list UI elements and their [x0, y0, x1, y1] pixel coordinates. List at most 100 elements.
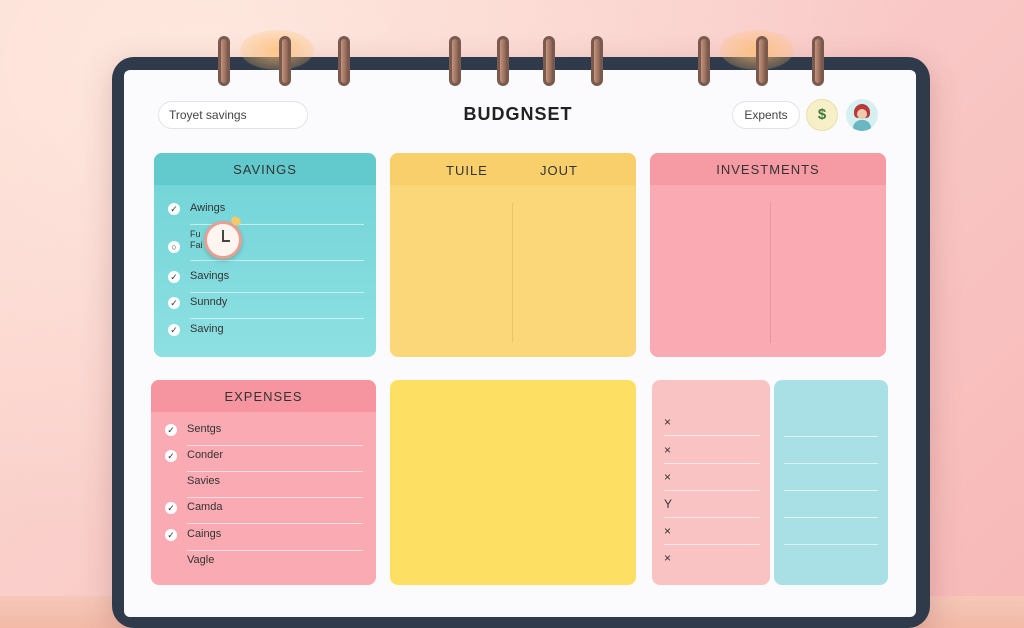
page-title: BUDGNSET	[463, 104, 573, 124]
row-divider	[190, 318, 364, 319]
item-label: Savings	[190, 270, 230, 282]
investments-title: INVESTMENTS	[650, 153, 886, 185]
check-icon: ✓	[165, 450, 177, 462]
clock-hand	[222, 230, 224, 241]
coin-icon[interactable]: $	[806, 99, 838, 131]
binder-ring	[338, 36, 350, 86]
avatar-face	[857, 109, 867, 119]
clock-icon	[204, 214, 243, 259]
list-item[interactable]: ✓ Savings	[168, 267, 364, 293]
savings-title: SAVINGS	[154, 153, 376, 185]
check-icon: ✓	[168, 203, 180, 215]
investments-card: INVESTMENTS	[650, 153, 886, 357]
binder-ring	[698, 36, 710, 86]
mark-row[interactable]: ×	[664, 546, 760, 572]
list-item[interactable]: Savies	[165, 472, 363, 498]
row-divider	[664, 435, 760, 436]
list-item[interactable]: ✓ Awings	[168, 199, 364, 225]
expents-button[interactable]: Expents	[732, 101, 800, 129]
row-divider	[664, 544, 760, 545]
row-divider	[187, 445, 363, 446]
list-item[interactable]: ✓ Caings	[165, 525, 363, 551]
ring-glow	[240, 30, 314, 70]
note-line	[784, 490, 878, 491]
yellow-note	[390, 380, 636, 585]
mark: Y	[664, 497, 673, 511]
column-divider	[770, 203, 771, 343]
avatar-body	[853, 120, 871, 131]
mark-row[interactable]: ×	[664, 465, 760, 491]
binder-ring	[591, 36, 603, 86]
item-label: Fai	[190, 240, 203, 250]
blue-note	[774, 380, 888, 585]
row-divider	[187, 471, 363, 472]
item-label: Fu	[190, 229, 201, 239]
item-label: Vagle	[187, 554, 215, 566]
jout-title: JOUT	[540, 163, 578, 178]
expenses-title: EXPENSES	[151, 380, 376, 412]
mark: ×	[664, 524, 672, 538]
item-label: Awings	[190, 202, 226, 214]
item-label: Camda	[187, 501, 223, 513]
row-divider	[190, 292, 364, 293]
mark: ×	[664, 443, 672, 457]
note-line	[784, 517, 878, 518]
list-item[interactable]: ✓ Saving	[168, 320, 364, 346]
row-divider	[664, 463, 760, 464]
note-line	[784, 544, 878, 545]
row-divider	[664, 517, 760, 518]
list-item[interactable]: Vagle	[165, 551, 363, 577]
check-icon: ✓	[168, 271, 180, 283]
column-divider	[512, 203, 513, 343]
check-icon: ○	[168, 241, 180, 253]
row-divider	[187, 497, 363, 498]
binder-ring	[279, 36, 291, 86]
row-divider	[190, 224, 364, 225]
binder-ring	[449, 36, 461, 86]
item-label: Saving	[190, 323, 224, 335]
item-label: Conder	[187, 449, 224, 461]
list-item[interactable]: ○ Fai	[168, 239, 364, 261]
mark-row[interactable]: ×	[664, 410, 760, 436]
list-item[interactable]: ✓ Sunndy	[168, 293, 364, 319]
binder-ring	[756, 36, 768, 86]
item-label: Caings	[187, 528, 222, 540]
avatar[interactable]	[846, 99, 878, 131]
binder-ring	[218, 36, 230, 86]
clock-hand	[222, 240, 230, 242]
note-line	[784, 436, 878, 437]
marks-list: × × × Y × ×	[652, 380, 770, 585]
mark-row[interactable]: Y	[664, 492, 760, 518]
binder-ring	[497, 36, 509, 86]
tuile-card: TUILE JOUT	[390, 153, 636, 357]
check-icon: ✓	[165, 424, 177, 436]
item-label: Sentgs	[187, 423, 222, 435]
row-divider	[187, 550, 363, 551]
check-icon: ✓	[168, 297, 180, 309]
binder-ring	[543, 36, 555, 86]
check-icon: ✓	[165, 502, 177, 514]
binder-ring	[812, 36, 824, 86]
row-divider	[664, 490, 760, 491]
check-icon: ✓	[168, 324, 180, 336]
list-item[interactable]: ✓ Conder	[165, 446, 363, 472]
mark-row[interactable]: ×	[664, 519, 760, 545]
item-label: Sunndy	[190, 296, 228, 308]
list-item[interactable]: ✓ Camda	[165, 498, 363, 524]
mark: ×	[664, 470, 672, 484]
row-divider	[187, 523, 363, 524]
mark: ×	[664, 551, 672, 565]
check-icon: ✓	[165, 529, 177, 541]
row-divider	[190, 260, 364, 261]
note-line	[784, 463, 878, 464]
list-item[interactable]: ✓ Sentgs	[165, 420, 363, 446]
mark-row[interactable]: ×	[664, 438, 760, 464]
expenses-card: EXPENSES ✓ Sentgs ✓ Conder Savies ✓ Camd…	[151, 380, 376, 585]
search-input[interactable]: Troyet savings	[158, 101, 308, 129]
tuile-header	[390, 153, 636, 185]
mark: ×	[664, 415, 672, 429]
tuile-title: TUILE	[446, 163, 488, 178]
item-label: Savies	[187, 475, 221, 487]
savings-card: SAVINGS ✓ Awings Fu ○ Fai ✓ Savings ✓ Su…	[154, 153, 376, 357]
list-item[interactable]: Fu	[168, 225, 364, 241]
